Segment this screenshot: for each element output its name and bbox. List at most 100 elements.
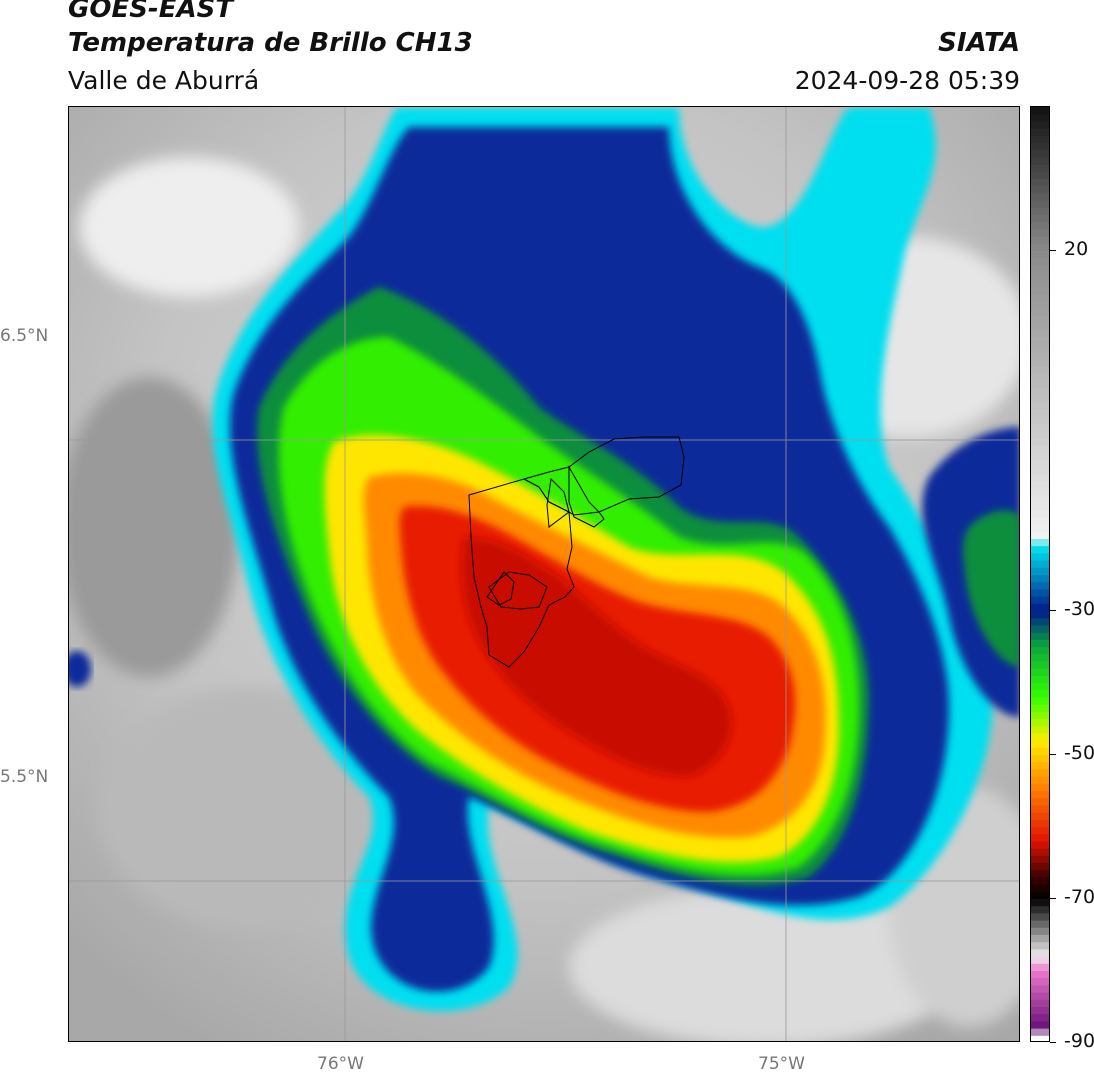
colorbar-band: [1031, 467, 1049, 475]
colorbar-band: [1031, 164, 1049, 173]
colorbar-band: [1031, 762, 1049, 770]
colorbar-band: [1031, 747, 1049, 756]
colorbar-band: [1031, 395, 1049, 403]
colorbar-band: [1031, 171, 1049, 180]
colorbar-band: [1031, 193, 1049, 202]
colorbar-band: [1031, 539, 1049, 547]
colorbar-band: [1031, 351, 1049, 360]
colorbar-band: [1031, 1014, 1049, 1022]
colorbar-band: [1031, 251, 1049, 259]
colorbar-band: [1031, 409, 1049, 418]
colorbar-band: [1031, 884, 1049, 893]
colorbar-band: [1031, 942, 1049, 950]
colorbar-band: [1031, 431, 1049, 439]
colorbar-band: [1031, 611, 1049, 619]
colorbar-band: [1031, 215, 1049, 223]
colorbar-band: [1031, 452, 1049, 461]
colorbar-band: [1031, 913, 1049, 922]
colorbar-band: [1031, 315, 1049, 324]
lat-label-5-5: 5.5°N: [0, 767, 49, 787]
colorbar-band: [1031, 1007, 1049, 1015]
colorbar-band: [1031, 143, 1049, 151]
colorbar-band: [1031, 668, 1049, 677]
colorbar-band: [1031, 596, 1049, 605]
colorbar-band: [1031, 834, 1049, 842]
brightness-temperature-map: [68, 106, 1020, 1042]
colorbar-band: [1031, 337, 1049, 346]
colorbar-band: [1031, 827, 1049, 835]
colorbar-band: [1031, 632, 1049, 641]
colorbar-band: [1031, 474, 1049, 482]
map-raster: [69, 107, 1019, 1041]
colorbar-band: [1031, 690, 1049, 698]
colorbar-tick-label: -50: [1064, 742, 1094, 764]
colorbar-band: [1031, 719, 1049, 727]
colorbar-tick: [1050, 610, 1056, 611]
colorbar-band: [1031, 575, 1049, 583]
colorbar-band: [1031, 704, 1049, 713]
colorbar-band: [1031, 661, 1049, 670]
colorbar-band: [1031, 207, 1049, 216]
colorbar-band: [1031, 711, 1049, 720]
colorbar-band: [1031, 243, 1049, 252]
colorbar-band: [1031, 387, 1049, 396]
colorbar-band: [1031, 114, 1049, 122]
agency-label: SIATA: [938, 28, 1020, 58]
colorbar-band: [1031, 567, 1049, 576]
colorbar-band: [1031, 999, 1049, 1008]
colorbar-band: [1031, 344, 1049, 353]
colorbar-band: [1031, 589, 1049, 598]
colorbar-band: [1031, 920, 1049, 929]
colorbar-band: [1031, 445, 1049, 454]
colorbar-band: [1031, 639, 1049, 648]
colorbar-tick-label: -90: [1064, 1030, 1094, 1052]
colorbar-band: [1031, 301, 1049, 310]
colorbar-band: [1031, 186, 1049, 194]
colorbar-band: [1031, 423, 1049, 432]
colorbar-band: [1031, 459, 1049, 468]
colorbar-band: [1031, 582, 1049, 590]
colorbar-tick: [1050, 754, 1056, 755]
colorbar-band: [1031, 769, 1049, 778]
colorbar-tick-label: -30: [1064, 598, 1094, 620]
lon-label-76w: 76°W: [317, 1054, 364, 1074]
colorbar-tick: [1050, 898, 1056, 899]
colorbar-band: [1031, 647, 1049, 655]
colorbar-band: [1031, 848, 1049, 857]
colorbar-band: [1031, 524, 1049, 533]
colorbar-band: [1031, 323, 1049, 331]
colorbar-band: [1031, 805, 1049, 814]
colorbar-band: [1031, 783, 1049, 792]
colorbar-tick: [1050, 250, 1056, 251]
colorbar-band: [1031, 128, 1049, 137]
colorbar-band: [1031, 963, 1049, 972]
colorbar-band: [1031, 510, 1049, 518]
colorbar-band: [1031, 560, 1049, 569]
region-label: Valle de Aburrá: [68, 66, 260, 95]
colorbar-band: [1031, 603, 1049, 612]
colorbar-band: [1031, 495, 1049, 504]
colorbar-band: [1031, 733, 1049, 742]
colorbar-band: [1031, 906, 1049, 914]
colorbar-tick-label: 20: [1064, 238, 1089, 260]
colorbar-band: [1031, 863, 1049, 871]
colorbar-band: [1031, 1021, 1049, 1030]
colorbar-band: [1031, 222, 1049, 230]
colorbar-band: [1031, 135, 1049, 144]
colorbar-band: [1031, 157, 1049, 166]
colorbar-band: [1031, 229, 1049, 238]
colorbar-band: [1031, 927, 1049, 936]
convective-storm-contours: [69, 107, 1019, 1011]
colorbar-band: [1031, 697, 1049, 706]
colorbar-band: [1031, 121, 1049, 130]
colorbar-band: [1031, 726, 1049, 734]
colorbar-band: [1031, 438, 1049, 446]
colorbar-band: [1031, 553, 1049, 562]
colorbar-band: [1031, 935, 1049, 943]
lat-label-6-5: 6.5°N: [0, 326, 49, 346]
colorbar-band: [1031, 380, 1049, 389]
colorbar-band: [1031, 654, 1049, 662]
colorbar-band: [1031, 531, 1049, 540]
colorbar-band: [1031, 373, 1049, 382]
colorbar-band: [1031, 870, 1049, 878]
